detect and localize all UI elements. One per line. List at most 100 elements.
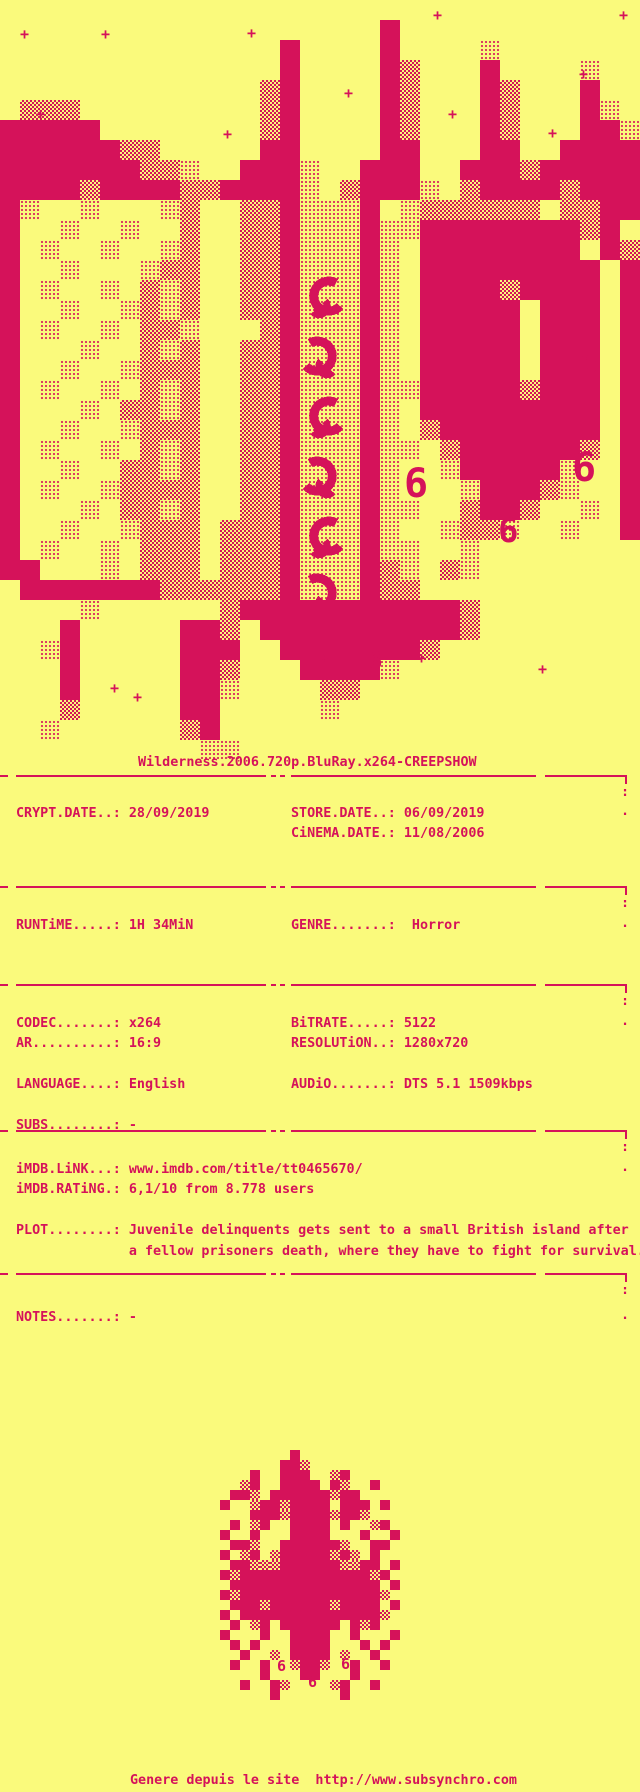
art-pixel [580, 500, 600, 520]
art-pixel [40, 240, 60, 260]
art-pixel [270, 1570, 280, 1580]
art-pixel [360, 460, 380, 480]
art-pixel [500, 120, 520, 140]
art-pixel [390, 1530, 400, 1540]
art-pixel [400, 80, 420, 100]
art-pixel [140, 460, 160, 480]
art-pixel [560, 140, 580, 160]
art-pixel [180, 320, 200, 340]
art-pixel [240, 260, 260, 280]
art-pixel [180, 480, 200, 500]
art-pixel [180, 640, 200, 660]
art-pixel [520, 500, 540, 520]
art-pixel [370, 1570, 380, 1580]
art-pixel [350, 1560, 360, 1570]
art-pixel [160, 200, 180, 220]
art-pixel [620, 500, 640, 520]
art-pixel [580, 400, 600, 420]
art-pixel [380, 220, 400, 240]
divider-corner-tick [625, 1130, 627, 1139]
art-pixel [200, 640, 220, 660]
art-pixel [300, 1600, 310, 1610]
divider-segment [291, 886, 536, 888]
art-pixel [580, 360, 600, 380]
art-pixel [250, 1490, 260, 1500]
art-pixel [240, 1590, 250, 1600]
art-pixel [360, 660, 380, 680]
art-pixel [620, 240, 640, 260]
art-pixel [40, 160, 60, 180]
art-pixel [420, 300, 440, 320]
art-pixel [380, 360, 400, 380]
art-pixel [330, 1550, 340, 1560]
nfo-dates-left-column: CRYPT.DATE..: 28/09/2019 [16, 806, 210, 821]
divider-segment [16, 984, 266, 986]
art-pixel [380, 1640, 390, 1650]
art-pixel [320, 1610, 330, 1620]
art-pixel [380, 260, 400, 280]
art-pixel [300, 200, 320, 220]
art-pixel [480, 480, 500, 500]
art-pixel [290, 1470, 300, 1480]
art-pixel [480, 420, 500, 440]
art-pixel [320, 200, 340, 220]
art-pixel [280, 1510, 290, 1520]
art-pixel [220, 180, 240, 200]
art-pixel [300, 1470, 310, 1480]
art-pixel [180, 620, 200, 640]
art-pixel [360, 1590, 370, 1600]
art-pixel [200, 620, 220, 640]
art-pixel [580, 100, 600, 120]
art-pixel [320, 1590, 330, 1600]
art-pixel [540, 220, 560, 240]
art-pixel [340, 280, 360, 300]
divider-segment [545, 1130, 627, 1132]
art-pixel [160, 360, 180, 380]
art-pixel [200, 660, 220, 680]
art-pixel [500, 520, 520, 540]
art-pixel [280, 380, 300, 400]
art-pixel [340, 1540, 350, 1550]
art-pixel [180, 180, 200, 200]
art-pixel [270, 1500, 280, 1510]
art-pixel [80, 120, 100, 140]
footer-credit: Genere depuis le site http://www.subsync… [130, 1773, 517, 1788]
art-pixel [580, 320, 600, 340]
art-pixel [0, 400, 20, 420]
art-pixel [0, 440, 20, 460]
art-pixel [500, 200, 520, 220]
art-pixel [380, 320, 400, 340]
art-pixel [300, 1530, 310, 1540]
art-pixel [540, 260, 560, 280]
art-pixel [120, 520, 140, 540]
divider-segment [0, 886, 8, 888]
art-pixel [220, 1550, 230, 1560]
plus-mark-icon: + [417, 649, 427, 667]
art-pixel [240, 300, 260, 320]
art-pixel [370, 1650, 380, 1660]
art-pixel [600, 140, 620, 160]
right-edge-colon-mark: : [621, 785, 630, 800]
divider-segment [291, 984, 536, 986]
art-pixel [270, 1690, 280, 1700]
art-pixel [260, 440, 280, 460]
art-pixel [370, 1590, 380, 1600]
art-pixel [320, 380, 340, 400]
art-pixel [460, 300, 480, 320]
art-pixel [500, 460, 520, 480]
art-pixel [380, 280, 400, 300]
art-pixel [280, 1460, 290, 1470]
art-pixel [420, 380, 440, 400]
art-pixel [240, 1610, 250, 1620]
art-pixel [120, 220, 140, 240]
divider-segment [0, 984, 8, 986]
art-pixel [300, 220, 320, 240]
art-pixel [140, 500, 160, 520]
divider-segment [271, 775, 276, 777]
art-pixel [460, 420, 480, 440]
art-pixel [320, 1540, 330, 1550]
right-edge-dot-mark: . [621, 1014, 630, 1029]
art-pixel [290, 1450, 300, 1460]
art-pixel [480, 240, 500, 260]
plus-mark-icon: + [36, 105, 46, 123]
